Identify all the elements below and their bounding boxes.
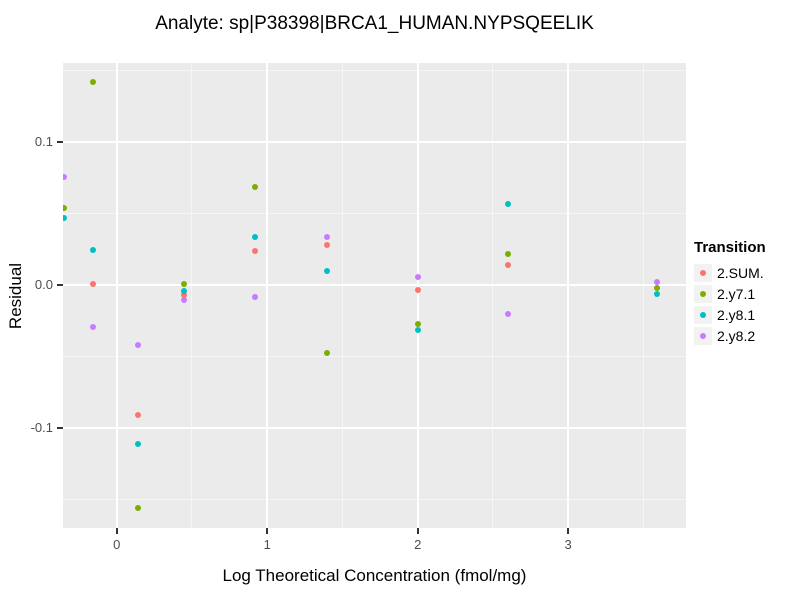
x-axis-title: Log Theoretical Concentration (fmol/mg) bbox=[222, 566, 527, 585]
data-point-2.y7.1 bbox=[323, 349, 330, 356]
x-tick bbox=[266, 528, 269, 534]
data-point-2.SUM. bbox=[414, 286, 421, 293]
data-point-2.SUM. bbox=[90, 280, 97, 287]
y-tick-label: 0.0 bbox=[34, 277, 53, 293]
legend-item-label: 2.SUM. bbox=[717, 264, 764, 281]
data-point-2.y8.1 bbox=[90, 246, 97, 253]
data-point-2.y7.1 bbox=[90, 79, 97, 86]
legend-dot-icon bbox=[700, 311, 706, 318]
legend-dot-icon bbox=[700, 269, 706, 276]
data-point-2.y7.1 bbox=[504, 250, 511, 257]
gridline-minor bbox=[492, 63, 494, 528]
data-point-2.y8.2 bbox=[90, 323, 97, 330]
legend-item-2.y8.2: 2.y8.2 bbox=[694, 325, 798, 346]
data-point-2.y8.2 bbox=[323, 233, 330, 240]
x-tick bbox=[115, 528, 118, 534]
data-point-2.y7.1 bbox=[414, 320, 421, 327]
legend-item-2.y8.1: 2.y8.1 bbox=[694, 304, 798, 325]
data-point-2.y8.2 bbox=[414, 273, 421, 280]
gridline-major bbox=[266, 63, 269, 528]
legend: Transition 2.SUM. 2.y7.1 2.y8.1 2.y8.2 bbox=[694, 239, 798, 346]
data-point-2.y7.1 bbox=[63, 205, 68, 212]
data-point-2.y7.1 bbox=[252, 183, 259, 190]
x-tick-label: 3 bbox=[564, 537, 572, 552]
legend-key bbox=[694, 263, 712, 282]
data-point-2.y8.1 bbox=[252, 233, 259, 240]
y-tick-label: 0.1 bbox=[34, 134, 53, 150]
data-point-2.y8.2 bbox=[63, 173, 68, 180]
gridline-minor bbox=[63, 499, 686, 501]
y-tick bbox=[57, 141, 63, 144]
data-point-2.y8.1 bbox=[323, 268, 330, 275]
data-point-2.y8.2 bbox=[134, 342, 141, 349]
y-tick bbox=[57, 284, 63, 287]
legend-key bbox=[694, 284, 712, 303]
data-point-2.y7.1 bbox=[654, 285, 661, 292]
x-tick-label: 1 bbox=[263, 537, 271, 552]
data-point-2.y8.1 bbox=[414, 326, 421, 333]
legend-item-label: 2.y8.1 bbox=[717, 306, 756, 323]
data-point-2.y8.2 bbox=[180, 296, 187, 303]
plot-title: Analyte: sp|P38398|BRCA1_HUMAN.NYPSQEELI… bbox=[155, 13, 594, 34]
data-point-2.y7.1 bbox=[180, 280, 187, 287]
x-tick bbox=[416, 528, 419, 534]
data-point-2.y8.2 bbox=[252, 293, 259, 300]
gridline-major bbox=[63, 141, 686, 144]
data-point-2.y8.1 bbox=[504, 200, 511, 207]
legend-item-2.SUM.: 2.SUM. bbox=[694, 262, 798, 283]
legend-dot-icon bbox=[700, 290, 706, 297]
x-tick-label: 2 bbox=[414, 537, 422, 552]
data-point-2.SUM. bbox=[504, 262, 511, 269]
data-point-2.y8.1 bbox=[134, 441, 141, 448]
gridline-minor bbox=[63, 356, 686, 358]
data-point-2.SUM. bbox=[252, 248, 259, 255]
gridline-minor bbox=[63, 213, 686, 215]
gridline-minor bbox=[642, 63, 644, 528]
gridline-minor bbox=[341, 63, 343, 528]
gridline-major bbox=[567, 63, 570, 528]
gridline-major bbox=[416, 63, 419, 528]
gridline-minor bbox=[63, 70, 686, 72]
x-tick-label: 0 bbox=[113, 537, 121, 552]
legend-key bbox=[694, 326, 712, 345]
y-tick bbox=[57, 427, 63, 430]
x-tick bbox=[567, 528, 570, 534]
gridline-major bbox=[63, 284, 686, 287]
data-point-2.y7.1 bbox=[134, 505, 141, 512]
data-point-2.y8.1 bbox=[180, 288, 187, 295]
data-point-2.y8.1 bbox=[63, 215, 68, 222]
gridline-major bbox=[115, 63, 118, 528]
gridline-major bbox=[63, 427, 686, 430]
data-point-2.SUM. bbox=[134, 412, 141, 419]
gridline-minor bbox=[191, 63, 193, 528]
legend-key bbox=[694, 305, 712, 324]
y-axis-title: Residual bbox=[4, 63, 28, 528]
data-point-2.y8.2 bbox=[654, 279, 661, 286]
y-tick-label: -0.1 bbox=[30, 420, 53, 436]
legend-dot-icon bbox=[700, 332, 706, 339]
data-point-2.y8.1 bbox=[654, 290, 661, 297]
legend-item-2.y7.1: 2.y7.1 bbox=[694, 283, 798, 304]
data-point-2.SUM. bbox=[323, 242, 330, 249]
data-point-2.SUM. bbox=[180, 292, 187, 299]
y-axis-title-text: Residual bbox=[6, 262, 25, 329]
data-point-2.y8.2 bbox=[504, 310, 511, 317]
legend-title: Transition bbox=[694, 239, 766, 256]
legend-item-label: 2.y8.2 bbox=[717, 327, 756, 344]
legend-items: 2.SUM. 2.y7.1 2.y8.1 2.y8.2 bbox=[694, 262, 798, 346]
plot-panel bbox=[63, 63, 686, 528]
legend-item-label: 2.y7.1 bbox=[717, 285, 756, 302]
